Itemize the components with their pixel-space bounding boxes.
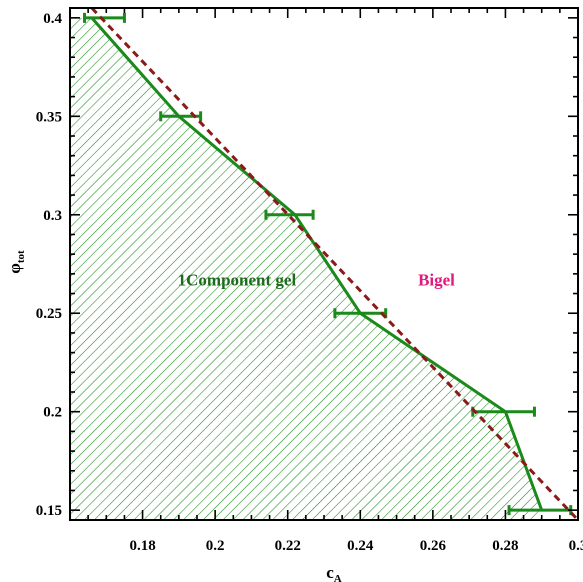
region-annotation: 1Component gel bbox=[178, 271, 297, 290]
y-tick-label: 0.4 bbox=[43, 11, 62, 27]
x-tick-label: 0.18 bbox=[129, 538, 155, 554]
x-tick-label: 0.28 bbox=[492, 538, 518, 554]
y-tick-label: 0.35 bbox=[36, 109, 62, 125]
y-tick-label: 0.15 bbox=[36, 503, 62, 519]
y-tick-label: 0.25 bbox=[36, 306, 62, 322]
y-tick-label: 0.3 bbox=[43, 208, 62, 224]
x-tick-label: 0.22 bbox=[275, 538, 301, 554]
error-bar bbox=[83, 12, 126, 23]
boundary-dashed-line bbox=[90, 8, 578, 520]
y-tick-label: 0.2 bbox=[43, 405, 62, 421]
one-component-gel-hatched-region bbox=[70, 17, 542, 520]
x-tick-label: 0.24 bbox=[347, 538, 374, 554]
region-annotation: Bigel bbox=[418, 271, 455, 290]
x-tick-label: 0.2 bbox=[206, 538, 225, 554]
error-bar bbox=[264, 209, 315, 220]
x-axis-title: cA bbox=[326, 563, 342, 582]
boundary-line bbox=[90, 16, 544, 511]
x-tick-label: 0.3 bbox=[569, 538, 583, 554]
x-tick-label: 0.26 bbox=[420, 538, 447, 554]
y-axis-title: φtot bbox=[5, 250, 27, 274]
